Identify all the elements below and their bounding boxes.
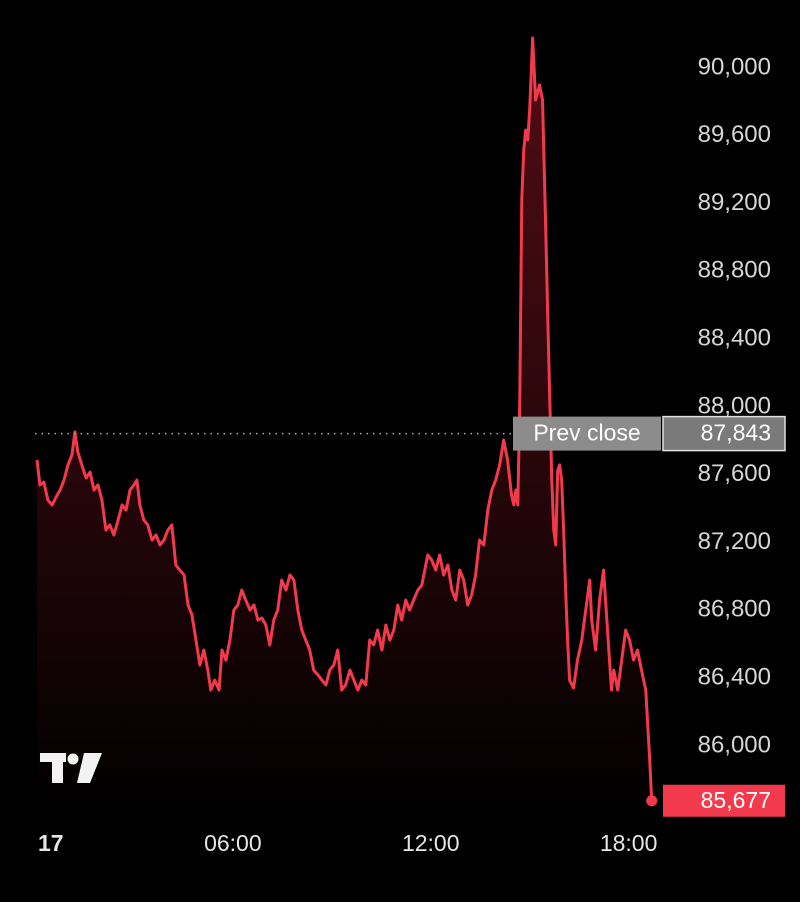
y-tick-label: 87,600: [698, 460, 771, 487]
y-tick-label: 87,200: [698, 528, 771, 555]
x-tick-label: 06:00: [204, 830, 262, 856]
prev-close-text: Prev close: [533, 420, 640, 446]
logo-stem: [52, 753, 63, 783]
area: [36, 37, 652, 814]
logo: [40, 753, 102, 783]
y-tick-label: 88,400: [698, 325, 771, 352]
x-tick-label: 18:00: [600, 830, 658, 856]
y-tick-label: 89,600: [698, 121, 771, 148]
last-price-value: 85,677: [701, 787, 771, 813]
y-tick-label: 90,000: [698, 53, 771, 80]
y-tick-label: 86,000: [698, 731, 771, 758]
prev-close-tag: [513, 416, 661, 451]
badges: Prev close 87,843 85,677: [513, 415, 786, 817]
x-tick-label: 12:00: [402, 830, 460, 856]
prev-close-badge: [662, 415, 786, 452]
logo-slash: [77, 753, 102, 783]
logo-dot: [67, 753, 79, 765]
plot: [35, 36, 658, 814]
prev-close-value: 87,843: [701, 420, 771, 446]
y-tick-label: 86,800: [698, 596, 771, 623]
y-tick-label: 86,400: [698, 664, 771, 691]
last-price-dot: [646, 795, 658, 807]
y-tick-label: 88,000: [698, 392, 771, 419]
x-tick-label: 17: [38, 830, 64, 856]
ticks: 86,000 86,400 86,800 87,200 87,600 88,000 88,4…: [34, 53, 771, 856]
y-tick-label: 89,200: [698, 189, 771, 216]
y-tick-label: 88,800: [698, 257, 771, 284]
last-price-badge: [663, 784, 785, 817]
price-line: [35, 36, 654, 801]
